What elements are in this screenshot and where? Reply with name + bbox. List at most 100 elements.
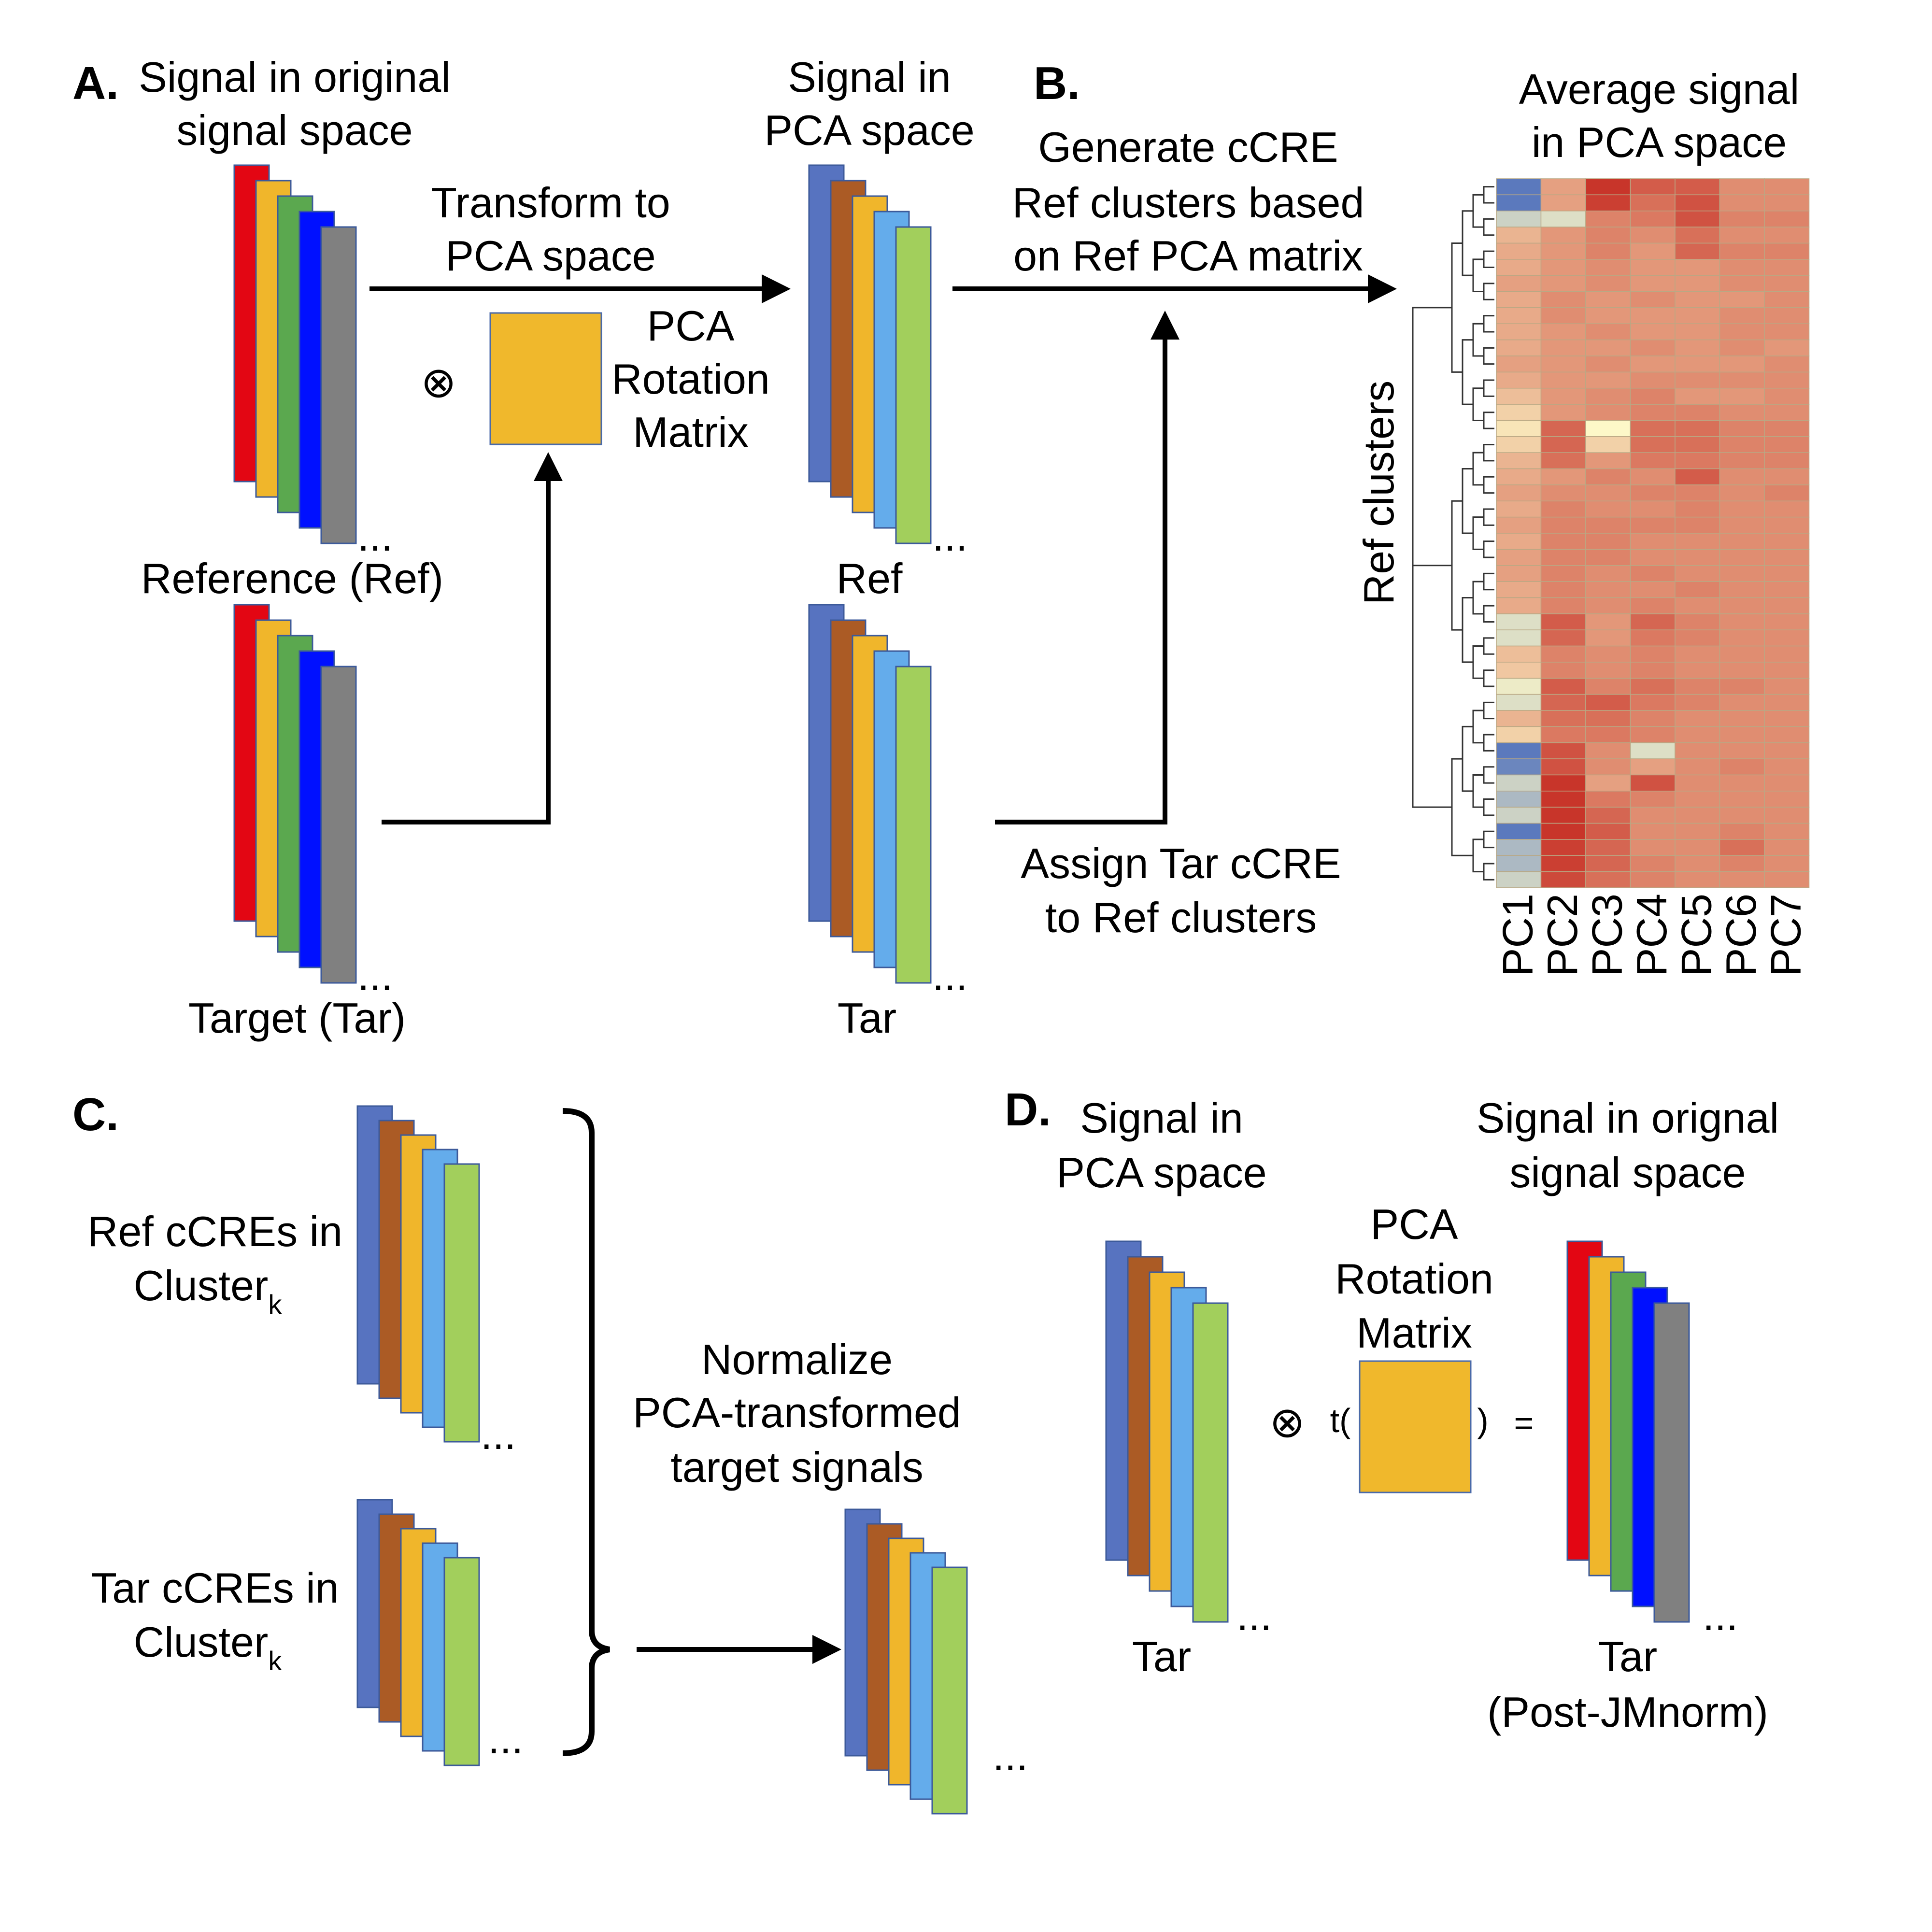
heatmap-cell bbox=[1764, 307, 1810, 325]
heatmap-cell bbox=[1496, 597, 1542, 614]
dendrogram-branch bbox=[1472, 323, 1484, 357]
heatmap-cell bbox=[1540, 855, 1586, 872]
dendrogram-branch bbox=[1483, 508, 1494, 526]
heatmap-cell bbox=[1764, 662, 1810, 679]
dendrogram-branch bbox=[1483, 572, 1494, 591]
heatmap-cell bbox=[1540, 484, 1586, 502]
heatmap-cell bbox=[1764, 565, 1810, 582]
dendrogram-branch bbox=[1412, 307, 1452, 567]
transform-label-line2: PCA space bbox=[445, 232, 655, 280]
normalize-label-line2: PCA-transformed bbox=[633, 1389, 961, 1436]
heatmap-cell bbox=[1630, 855, 1676, 872]
dendrogram-branch bbox=[1412, 436, 1452, 808]
dendrogram-branch bbox=[1483, 186, 1494, 204]
heatmap-cell bbox=[1719, 533, 1765, 550]
heatmap-cell bbox=[1719, 629, 1765, 647]
dendrogram-branch bbox=[1483, 798, 1494, 816]
heatmap-cell bbox=[1630, 807, 1676, 824]
heatmap-cell bbox=[1719, 855, 1765, 872]
heatmap-cell bbox=[1764, 807, 1810, 824]
heatmap-cell bbox=[1719, 404, 1765, 421]
heatmap-cell bbox=[1764, 791, 1810, 808]
heatmap-cell bbox=[1540, 194, 1586, 212]
dendrogram-branch bbox=[1462, 210, 1473, 276]
dendrogram-branch bbox=[1472, 258, 1484, 293]
d-orig-title-line1: Signal in orignal bbox=[1477, 1094, 1779, 1142]
heatmap-cell bbox=[1764, 178, 1810, 196]
heatmap-cell bbox=[1764, 242, 1810, 260]
pca-ref-label: Ref bbox=[837, 554, 903, 602]
heatmap-cell bbox=[1675, 404, 1720, 421]
heatmap-cell bbox=[1496, 758, 1542, 776]
heatmap-cell bbox=[1675, 194, 1720, 212]
heatmap-cell bbox=[1675, 774, 1720, 792]
heatmap-cell bbox=[1585, 871, 1631, 888]
dendrogram-branch bbox=[1483, 863, 1494, 881]
heatmap-cell bbox=[1675, 597, 1720, 614]
heatmap-cell bbox=[1719, 420, 1765, 437]
matrix-label-line1: PCA bbox=[647, 302, 735, 350]
heatmap-cell bbox=[1585, 839, 1631, 856]
stack-ellipsis: ... bbox=[932, 512, 967, 560]
heatmap-cell bbox=[1585, 468, 1631, 485]
heatmap-cell bbox=[1540, 178, 1586, 196]
dendrogram-branch bbox=[1483, 701, 1494, 720]
dendrogram-branch bbox=[1483, 476, 1494, 494]
cluster-subscript: k bbox=[268, 1289, 282, 1320]
heatmap-cell bbox=[1719, 613, 1765, 630]
pca-title-line2: PCA space bbox=[764, 106, 974, 154]
ref-cluster-label-line2: Clusterk bbox=[134, 1262, 283, 1320]
heatmap-cell bbox=[1585, 291, 1631, 308]
heatmap-cell bbox=[1585, 242, 1631, 260]
heatmap-cell bbox=[1675, 565, 1720, 582]
heatmap-cell bbox=[1630, 694, 1676, 711]
heatmap-cell bbox=[1719, 387, 1765, 405]
signal-bar-5 bbox=[1653, 1302, 1690, 1623]
tar-to-matrix-arrow bbox=[382, 452, 563, 824]
heatmap-cell bbox=[1764, 549, 1810, 566]
heatmap-cell bbox=[1630, 662, 1676, 679]
heatmap-cell bbox=[1764, 275, 1810, 292]
pca-title-line1: Signal in bbox=[788, 53, 951, 101]
heatmap-cell bbox=[1630, 371, 1676, 389]
stack-ellipsis: ... bbox=[357, 952, 393, 999]
heatmap-cell bbox=[1764, 227, 1810, 244]
pca-rotation-matrix-transposed bbox=[1359, 1360, 1472, 1493]
heatmap-cell bbox=[1540, 533, 1586, 550]
dendrogram-branch bbox=[1483, 734, 1494, 752]
heatmap-cell bbox=[1630, 210, 1676, 227]
heatmap-cell bbox=[1585, 645, 1631, 663]
heatmap-cell bbox=[1496, 194, 1542, 212]
stack-ellipsis: ... bbox=[488, 1715, 523, 1762]
d-pca-title-line2: PCA space bbox=[1056, 1149, 1266, 1196]
heatmap-cell bbox=[1764, 452, 1810, 469]
heatmap-cell bbox=[1675, 259, 1720, 276]
heatmap-cell bbox=[1585, 339, 1631, 356]
heatmap-cell bbox=[1764, 259, 1810, 276]
heatmap-cell bbox=[1585, 323, 1631, 341]
heatmap-cell bbox=[1496, 291, 1542, 308]
heatmap-cell bbox=[1719, 242, 1765, 260]
heatmap-cell bbox=[1585, 404, 1631, 421]
heatmap-cell bbox=[1719, 371, 1765, 389]
d-tar-label: Tar bbox=[1132, 1633, 1191, 1680]
dendrogram-branch bbox=[1483, 669, 1494, 687]
cluster-word: Cluster bbox=[134, 1262, 269, 1309]
tar-cluster-label-line2: Clusterk bbox=[134, 1618, 283, 1676]
heatmap-cell bbox=[1585, 855, 1631, 872]
heatmap-cell bbox=[1540, 581, 1586, 598]
panel-d-label: D. bbox=[1005, 1084, 1051, 1136]
heatmap-cell bbox=[1585, 210, 1631, 227]
heatmap-cell bbox=[1675, 678, 1720, 695]
heatmap-cell bbox=[1675, 323, 1720, 341]
dendrogram-branch bbox=[1483, 315, 1494, 333]
heatmap-cell bbox=[1496, 178, 1542, 196]
heatmap-cell bbox=[1496, 227, 1542, 244]
pca-tar-label: Tar bbox=[838, 994, 896, 1042]
heatmap-cell bbox=[1540, 597, 1586, 614]
heatmap-cell bbox=[1496, 823, 1542, 840]
heatmap-cell bbox=[1496, 533, 1542, 550]
heatmap-cell bbox=[1496, 339, 1542, 356]
heatmap-cell bbox=[1719, 291, 1765, 308]
heatmap-cell bbox=[1496, 436, 1542, 453]
